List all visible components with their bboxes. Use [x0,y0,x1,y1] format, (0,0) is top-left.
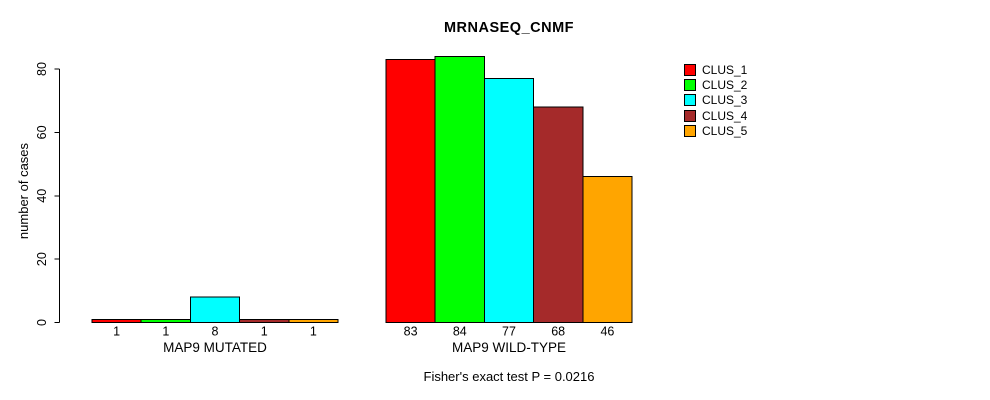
legend-label: CLUS_5 [702,123,748,138]
bar-clus_2-group1 [434,55,485,323]
legend-label: CLUS_1 [702,63,748,77]
legend-swatch-clus_2 [684,79,696,92]
bar-clus_5-group1 [582,176,633,323]
bar-value-label: 1 [162,325,169,339]
bar-clus_2-group0 [140,318,191,323]
legend-label: CLUS_4 [702,108,748,123]
bar-value-label: 84 [453,325,467,339]
bar-clus_5-group0 [288,318,339,323]
bar-value-label: 46 [600,325,614,339]
x-group-label-map9-mutated: MAP9 MUTATED [163,340,267,355]
fisher-test-caption: Fisher's exact test P = 0.0216 [423,369,595,384]
bar-clus_3-group1 [483,78,535,323]
legend-row: CLUS_4 [684,108,748,123]
x-group-label-map9-wild-type: MAP9 WILD-TYPE [451,340,567,355]
bar-value-label: 83 [404,325,418,339]
legend-swatch-clus_4 [684,109,696,122]
y-axis-tick-label: 60 [35,125,49,139]
legend-label: CLUS_2 [702,78,748,93]
bar-clus_1-group0 [91,318,142,323]
bar-clus_4-group0 [239,318,290,323]
legend-row: CLUS_5 [684,123,748,138]
bar-clus_1-group1 [385,58,436,324]
legend-swatch-clus_3 [684,94,696,107]
legend-row: CLUS_3 [684,93,748,108]
legend-row: CLUS_1 [684,64,747,76]
legend: CLUS_1 CLUS_2 CLUS_3 CLUS_4 CLUS_5 [684,64,747,140]
bar-value-label: 8 [212,325,219,339]
bar-clus_4-group1 [533,106,584,324]
y-axis-tick-label: 0 [35,319,49,326]
bar-clus_3-group0 [189,296,241,323]
y-axis-tick-label: 20 [35,252,49,266]
legend-swatch-clus_1 [684,64,696,76]
bar-value-label: 68 [551,325,565,339]
legend-swatch-clus_5 [684,124,696,137]
bar-value-label: 1 [113,325,120,339]
y-axis-tick-label: 80 [35,62,49,76]
legend-row: CLUS_2 [684,78,748,93]
chart-title: MRNASEQ_CNMF [443,20,575,36]
y-axis-tick-label: 40 [35,189,49,203]
bar-value-label: 1 [261,325,268,339]
bar-value-label: 77 [502,325,516,339]
bar-value-label: 1 [310,325,317,339]
legend-label: CLUS_3 [702,93,748,108]
